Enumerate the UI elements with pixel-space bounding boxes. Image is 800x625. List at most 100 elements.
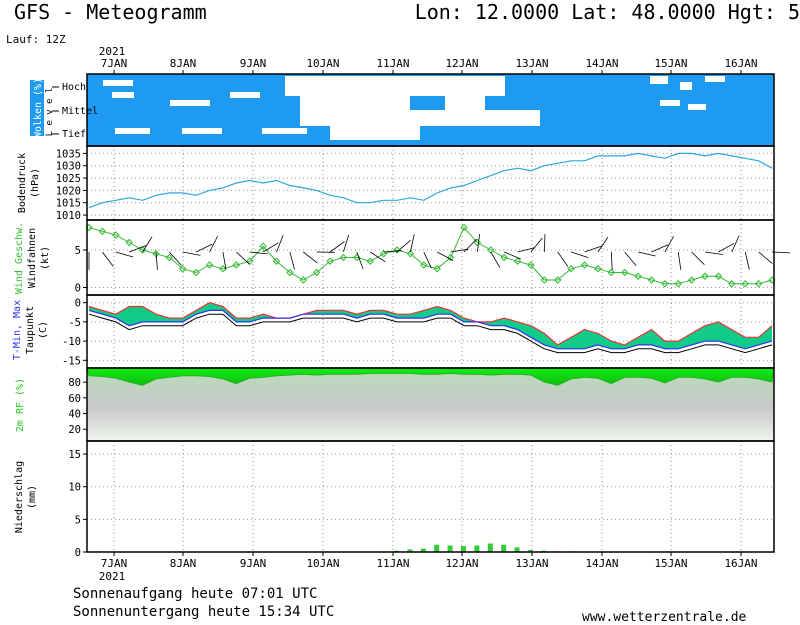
wind-speed-marker	[754, 280, 763, 288]
axis-title: Taupunkt	[25, 306, 36, 354]
wind-barb	[370, 251, 386, 263]
wind-barb	[490, 251, 501, 268]
precip-bar	[514, 547, 520, 552]
cloud-axis-label: Wolken (%)	[33, 78, 44, 138]
wind-speed-marker	[620, 268, 629, 277]
sunrise-text: Sonnenaufgang heute 07:01 UTC	[73, 586, 318, 602]
year-label-bottom: 2021	[99, 570, 126, 583]
wind-barb	[155, 251, 158, 270]
wind-barb	[303, 251, 318, 264]
y-tick-label: 80	[68, 377, 81, 389]
day-label-bottom: 8JAN	[170, 557, 197, 570]
cloud-level-label: Tief	[62, 129, 86, 140]
wind-barb	[450, 248, 469, 253]
precip-bar	[461, 546, 466, 552]
cloud-gap	[330, 126, 420, 140]
wind-speed-marker	[112, 231, 120, 239]
cloud-level-label: Mittel	[62, 106, 98, 117]
wind-speed-marker	[339, 253, 348, 262]
wind-speed-marker	[634, 272, 642, 280]
day-label-top: 8JAN	[170, 57, 197, 70]
wind-speed-marker	[312, 268, 321, 277]
cloud-gap	[660, 100, 680, 106]
wind-speed-marker	[567, 265, 575, 273]
page-title: GFS - Meteogramm	[14, 0, 207, 24]
wind-speed-marker	[446, 253, 455, 262]
precip-bar	[487, 543, 493, 552]
tmax-line	[88, 302, 773, 346]
y-tick-label: 1020	[56, 185, 81, 197]
y-tick-label: 5	[75, 514, 81, 526]
wind-speed-marker	[607, 268, 616, 277]
wind-barb	[584, 245, 602, 253]
day-label-top: 12JAN	[445, 57, 478, 70]
day-label-bottom: 9JAN	[240, 557, 267, 570]
day-label-bottom: 7JAN	[101, 557, 128, 570]
wind-barb	[504, 251, 521, 260]
wind-speed-marker	[272, 257, 281, 265]
wind-speed-marker	[299, 276, 307, 284]
dewpoint-line	[88, 313, 773, 354]
wind-speed-marker	[714, 272, 723, 280]
run-label: Lauf: 12Z	[6, 33, 66, 46]
cloud-gap	[705, 76, 725, 82]
wind-barb	[597, 236, 609, 253]
wind-barb	[704, 251, 723, 255]
cloud-label-box	[30, 80, 44, 136]
wind-barb	[517, 247, 536, 253]
cloud-gap	[445, 96, 485, 110]
source-link[interactable]: www.wetterzentrale.de	[582, 610, 747, 625]
precip-bar	[527, 550, 533, 552]
cloud-gap	[300, 96, 410, 126]
y-tick-label: 10	[68, 482, 81, 494]
wind-speed-marker	[366, 257, 374, 265]
pressure-line	[88, 152, 773, 209]
day-label-bottom: 12JAN	[445, 557, 478, 570]
wind-barb	[771, 251, 791, 254]
wind-barb	[142, 236, 153, 253]
precip-bar	[420, 548, 426, 552]
day-label-bottom: 11JAN	[376, 557, 409, 570]
y-tick-label: 1025	[56, 173, 81, 185]
y-tick-label: -15	[62, 355, 81, 367]
axis-title: Niederschlag	[14, 461, 25, 533]
cloud-gap	[112, 92, 134, 98]
wind-barb	[731, 235, 740, 253]
wind-barb	[624, 251, 637, 267]
wind-barb	[396, 239, 411, 253]
wind-speed-marker	[487, 246, 495, 254]
wind-speed-marker	[674, 280, 682, 288]
wind-barb	[718, 242, 735, 253]
y-tick-label: 60	[68, 393, 81, 405]
cloud-gap	[103, 80, 133, 86]
wind-barb	[329, 241, 345, 253]
wind-barb	[276, 235, 284, 253]
wind-barb	[691, 251, 705, 265]
wind-barb	[129, 245, 147, 253]
wind-speed-marker	[594, 265, 602, 273]
wind-barb	[410, 234, 415, 253]
wind-speed-marker	[165, 253, 174, 262]
axis-title: Bodendruck	[17, 153, 28, 213]
cloud-level-axis-label: L e v e l	[45, 88, 55, 137]
day-label-top: 13JAN	[515, 57, 548, 70]
wind-speed-marker	[433, 265, 441, 273]
wind-barb	[677, 251, 682, 270]
day-label-bottom: 15JAN	[654, 557, 687, 570]
cloud-gap	[115, 128, 150, 134]
wind-speed-marker	[232, 261, 241, 269]
precip-bar	[474, 545, 480, 552]
location-readout: Lon: 12.0000 Lat: 48.0000 Hgt: 5	[414, 0, 800, 24]
panel-frame	[86, 440, 775, 553]
axis-title: Windfahnen	[27, 228, 38, 288]
wind-barb	[557, 251, 569, 267]
wind-speed-marker	[205, 261, 214, 269]
axis-title: (C)	[38, 321, 49, 339]
y-tick-label: 0	[75, 298, 81, 310]
wind-speed-marker	[393, 246, 401, 254]
wind-speed-line	[88, 226, 773, 285]
wind-barb	[423, 251, 432, 269]
wind-speed-marker	[661, 280, 669, 288]
axis-title: 2m RF (%)	[15, 378, 26, 432]
